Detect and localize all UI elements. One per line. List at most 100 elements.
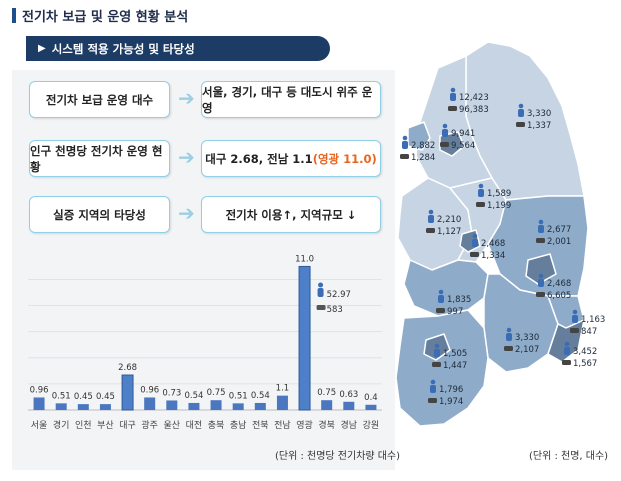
person-icon [428,209,434,215]
map-region-label: 2,468 1,334 [470,233,505,261]
row3-left-box: 실증 지역의 타당성 [29,196,170,233]
row1-arrow-icon: ➔ [178,86,195,110]
row2-arrow-icon: ➔ [178,145,195,169]
page-title-text: 전기차 보급 및 운영 현황 분석 [22,10,189,25]
map-label-population: 3,330 [515,333,539,343]
chart-unit-label: (단위 : 천명당 전기차량 대수) [275,451,401,462]
person-icon-body [434,349,440,357]
car-icon [400,154,409,159]
map-label-vehicles: 1,974 [439,397,463,407]
chart-bar [121,374,134,411]
map-region-label: 9,941 9,564 [440,123,475,151]
car-icon [432,362,441,367]
car-icon [504,346,513,351]
ev-person-icon [317,282,324,297]
map-label-vehicles: 6,605 [547,291,571,301]
person-icon [430,379,436,385]
person-icon [442,123,448,129]
map-label-population: 1,163 [581,315,605,325]
chart-tick-label: 인천 [75,420,92,431]
chart-bar [166,400,178,410]
chart-bar [144,397,156,410]
chart-data-label: 2.68 [118,363,137,373]
chart-data-label: 0.75 [207,388,226,398]
chart-data-label: 1.1 [276,384,290,394]
map-region-label: 1,835 997 [436,289,471,317]
chart-tick-label: 울산 [164,420,181,431]
map-label-population: 3,330 [527,109,551,119]
chart-bar [298,265,311,411]
person-icon [478,183,484,189]
chart-data-label: 11.0 [295,254,314,264]
person-icon-body [402,141,408,149]
map-label-population: 1,505 [443,349,467,359]
chart-tick-label: 경남 [341,419,358,431]
person-icon [402,135,408,141]
chart-tick-label: 영광 [296,419,313,431]
person-icon-body [538,279,544,287]
chart-data-label: 0.63 [339,390,358,400]
person-icon [538,273,544,279]
chart-tick-label: 충북 [208,420,225,431]
person-icon-body [478,189,484,197]
chart-bar [365,404,377,410]
map-label-vehicles: 1,334 [481,251,505,261]
chart-tick-label: 부산 [97,420,114,431]
row2-left-label: 인구 천명당 전기차 운영 현황 [30,143,163,174]
chart-bar [188,402,200,410]
callout-value-2: 583 [327,305,343,315]
map-label-vehicles: 9,564 [451,141,475,151]
section-banner: ▶ 시스템 적용 가능성 및 타당성 [26,36,330,61]
person-icon-body [472,239,478,247]
row2-right-box: 대구 2.68, 전남 1.1 (영광 11.0) [201,140,381,177]
row3-left-label: 실증 지역의 타당성 [53,207,146,222]
map-label-vehicles: 2,107 [515,345,539,355]
chart-data-label: 0.51 [52,391,71,401]
chart-tick-label: 전남 [274,420,291,431]
person-icon-body [438,295,444,303]
map-unit-label: (단위 : 천명, 대수) [529,451,609,462]
chart-data-label: 0.96 [140,385,159,395]
row3-right-box: 전기차 이용↑, 지역규모 ↓ [201,196,381,233]
section-banner-label: 시스템 적용 가능성 및 타당성 [51,41,195,56]
chart-bar [55,403,67,410]
play-bullet-icon: ▶ [38,43,46,54]
car-icon [428,398,437,403]
map-region-label: 3,330 2,107 [504,327,539,355]
chart-bar [232,403,244,410]
map-region-gyeongnam [483,273,559,373]
map-label-vehicles: 997 [447,307,463,317]
row1-right-box: 서울, 경기, 대구 등 대도시 위주 운영 [201,81,381,118]
per-capita-ev-bar-chart: 0.96 서울 0.51 경기 0.45 인천 0.45 부산 2.68 대구 0.96 광주 0.73… [28,254,382,431]
person-icon-body [564,347,570,355]
title-accent-bar [12,8,16,23]
person-icon [572,309,578,315]
car-icon [426,228,435,233]
ev-car-icon [316,305,326,310]
map-label-vehicles: 1,447 [443,361,467,371]
chart-data-label: 0.4 [364,393,378,403]
chart-tick-label: 광주 [141,419,158,431]
map-region-daegu [525,253,557,285]
chart-data-label: 0.54 [251,391,270,401]
car-icon [448,106,457,111]
map-region-label: 1,163 847 [570,309,605,337]
map-region-chungbuk [449,177,507,263]
car-icon [476,202,485,207]
page-title: 전기차 보급 및 운영 현황 분석 [12,6,188,25]
map-label-population: 2,468 [547,279,571,289]
car-icon [440,142,449,147]
map-region-jeonbuk [403,259,489,317]
chart-data-label: 0.96 [30,385,49,395]
chart-bar [77,404,89,410]
map-label-vehicles: 1,567 [573,359,597,369]
chart-bar [210,400,222,410]
chart-tick-label: 경북 [318,419,335,431]
chart-data-label: 0.45 [96,392,115,402]
person-icon-body [442,129,448,137]
map-region-seoul [439,131,465,157]
map-label-population: 2,210 [437,215,461,225]
row2-right-highlight: (영광 11.0) [312,151,377,166]
person-icon-body [430,385,436,393]
row1-right-label: 서울, 경기, 대구 등 대도시 위주 운영 [202,84,373,115]
